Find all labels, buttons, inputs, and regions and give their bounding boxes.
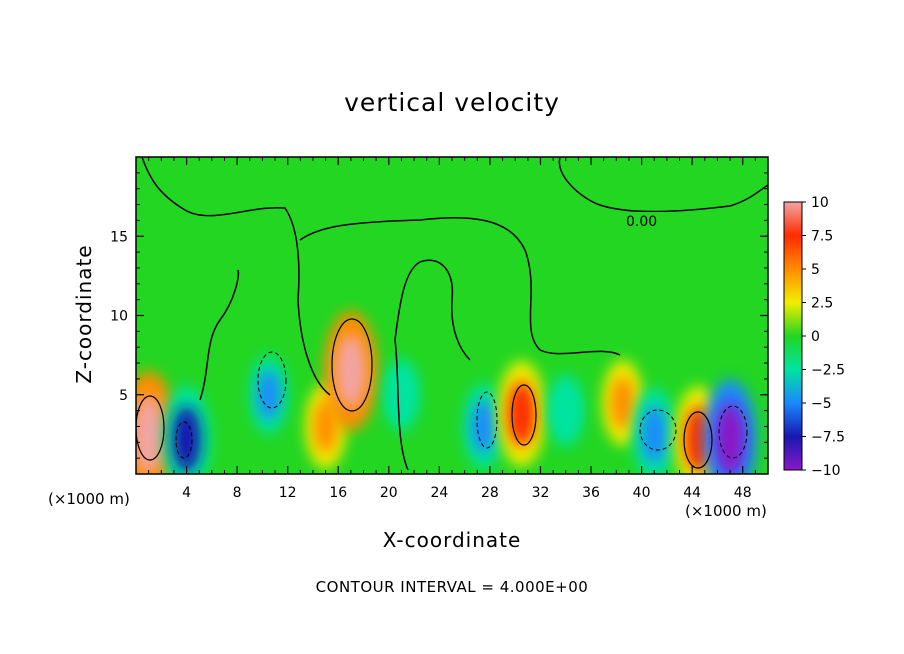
contour-label: 0.00 bbox=[624, 212, 664, 230]
negative-contour bbox=[718, 405, 748, 459]
chart-title: vertical velocity bbox=[344, 88, 560, 117]
x-units-left: (×1000 m) bbox=[48, 490, 130, 508]
x-tick-label: 48 bbox=[734, 485, 752, 501]
positive-contour bbox=[683, 411, 713, 469]
y-tick-label: 5 bbox=[119, 388, 128, 404]
contour-label-text: 0.00 bbox=[626, 214, 657, 230]
y-axis: 5 10 15 bbox=[110, 172, 768, 459]
velocity-cell bbox=[136, 395, 165, 474]
negative-contour bbox=[639, 409, 677, 451]
velocity-cell bbox=[314, 400, 338, 453]
x-axis: 4 8 12 16 20 24 28 32 36 40 44 48 bbox=[148, 157, 756, 501]
velocity-cell bbox=[172, 406, 201, 472]
positive-contour bbox=[136, 395, 165, 461]
negative-contour bbox=[257, 351, 287, 409]
colorbar: 10 7.5 5 2.5 0 −2.5 −5 −7.5 −10 bbox=[783, 195, 845, 479]
negative-contours bbox=[175, 351, 748, 459]
x-tick-label: 44 bbox=[683, 485, 701, 501]
x-tick-label: 32 bbox=[532, 485, 550, 501]
velocity-cell bbox=[611, 376, 635, 430]
x-tick-label: 12 bbox=[279, 485, 297, 501]
x-tick-label: 16 bbox=[329, 485, 347, 501]
negative-contour bbox=[476, 391, 498, 449]
plot-area: 0.00 bbox=[136, 157, 768, 474]
positive-contour bbox=[331, 318, 373, 412]
colorbar-tick-label: 2.5 bbox=[811, 296, 833, 312]
colorbar-scale bbox=[783, 201, 803, 471]
x-tick-label: 8 bbox=[233, 485, 242, 501]
x-tick-label: 20 bbox=[380, 485, 398, 501]
x-tick-label: 24 bbox=[430, 485, 448, 501]
positive-contours bbox=[136, 318, 713, 469]
colorbar-tick-label: −7.5 bbox=[811, 430, 845, 446]
positive-contour bbox=[511, 384, 537, 446]
colorbar-tick-label: 7.5 bbox=[811, 229, 833, 245]
x-tick-label: 28 bbox=[481, 485, 499, 501]
contour-interval-note: CONTOUR INTERVAL = 4.000E+00 bbox=[315, 578, 589, 596]
x-units-right: (×1000 m) bbox=[685, 502, 767, 520]
velocity-cell bbox=[714, 402, 746, 474]
velocity-field bbox=[136, 311, 757, 474]
velocity-cell bbox=[472, 400, 496, 453]
colorbar-tick-label: −2.5 bbox=[811, 363, 845, 379]
x-tick-label: 36 bbox=[582, 485, 600, 501]
velocity-cell bbox=[641, 405, 667, 463]
x-tick-label: 4 bbox=[182, 485, 191, 501]
velocity-cell bbox=[257, 370, 280, 420]
velocity-cell bbox=[555, 388, 576, 433]
colorbar-tick-label: 10 bbox=[811, 195, 829, 211]
x-tick-label: 40 bbox=[633, 485, 651, 501]
x-axis-label: X-coordinate bbox=[382, 528, 522, 552]
y-tick-label: 10 bbox=[110, 309, 128, 325]
velocity-cell bbox=[391, 372, 412, 417]
colorbar-tick-label: 5 bbox=[811, 262, 820, 278]
y-tick-label: 15 bbox=[110, 229, 128, 245]
colorbar-tick-label: −10 bbox=[811, 463, 841, 479]
colorbar-tick-label: −5 bbox=[811, 396, 832, 412]
colorbar-tick-label: 0 bbox=[811, 329, 820, 345]
zero-contour bbox=[141, 157, 768, 471]
velocity-cell bbox=[335, 334, 367, 408]
y-axis-label: Z-coordinate bbox=[72, 244, 96, 384]
negative-contour bbox=[175, 421, 193, 459]
